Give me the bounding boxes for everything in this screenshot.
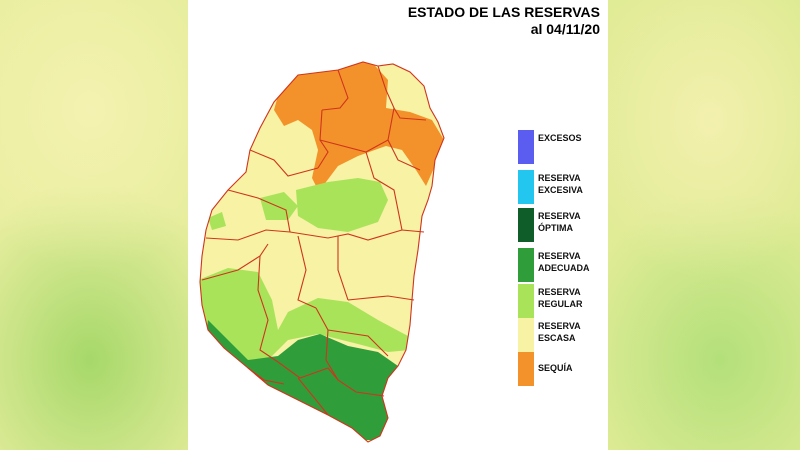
border-h: [365, 151, 425, 233]
legend-swatch: [518, 130, 534, 164]
department-borders: [199, 61, 445, 443]
border-q: [327, 329, 389, 357]
border-k: [201, 243, 269, 281]
legend-label: EXCESOS: [538, 133, 582, 143]
border-o: [257, 255, 279, 363]
legend-item-reserva-adecuada: RESERVA ADECUADA: [518, 248, 608, 282]
legend-item-reserva-escasa: RESERVA ESCASA: [518, 318, 608, 352]
legend-label: RESERVA REGULAR: [538, 287, 583, 309]
border-l: [297, 235, 317, 309]
border-t: [247, 367, 285, 385]
border-a: [321, 69, 349, 111]
border-p: [315, 307, 339, 381]
province-reserves-map: [199, 61, 445, 443]
legend-swatch: [518, 352, 534, 386]
legend-label: RESERVA ADECUADA: [538, 251, 590, 273]
border-i: [289, 229, 403, 241]
adecuada-zone-south: [206, 320, 398, 440]
legend-label: SEQUÍA: [538, 363, 573, 373]
legend-item-excesos: EXCESOS: [518, 130, 608, 164]
regular-zone-center: [296, 178, 388, 232]
legend-swatch: [518, 284, 534, 318]
regular-zone-west: [260, 192, 298, 220]
legend-label: RESERVA EXCESIVA: [538, 173, 583, 195]
legend-swatch: [518, 318, 534, 352]
legend-label: RESERVA ESCASA: [538, 321, 581, 343]
legend-label: RESERVA ÓPTIMA: [538, 211, 581, 233]
border-g: [227, 189, 291, 233]
border-r: [277, 361, 385, 397]
border-f: [249, 149, 319, 177]
regular-zone-small: [208, 212, 226, 230]
border-j: [205, 229, 291, 241]
date-text: al 04/11/20: [530, 21, 600, 37]
legend-swatch: [518, 208, 534, 242]
legend-item-reserva-regular: RESERVA REGULAR: [518, 284, 608, 318]
legend-swatch: [518, 170, 534, 204]
regular-zone-south: [200, 268, 410, 362]
border-d: [387, 107, 421, 171]
sequia-zone-north: [274, 62, 444, 194]
legend-item-reserva-optima: RESERVA ÓPTIMA: [518, 208, 608, 242]
legend-item-sequia: SEQUÍA: [518, 352, 608, 386]
legend-swatch: [518, 248, 534, 282]
border-m: [337, 236, 349, 301]
map-title: ESTADO DE LAS RESERVAS al 04/11/20: [408, 4, 600, 38]
map-card: ESTADO DE LAS RESERVAS al 04/11/20: [188, 0, 608, 450]
border-s: [297, 377, 329, 416]
border-n: [347, 295, 415, 301]
title-text: ESTADO DE LAS RESERVAS: [407, 4, 600, 20]
legend-item-reserva-excesiva: RESERVA EXCESIVA: [518, 170, 608, 204]
border-c: [317, 109, 329, 169]
